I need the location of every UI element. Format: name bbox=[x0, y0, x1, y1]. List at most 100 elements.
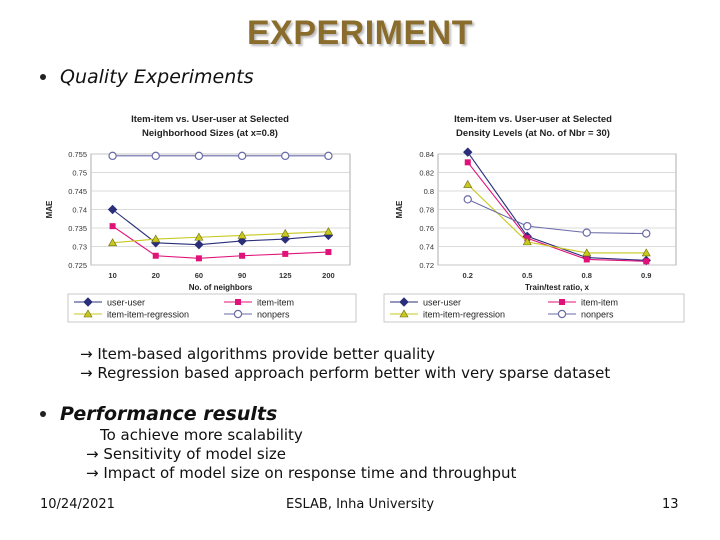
legend-label-item-item-regression: item-item-regression bbox=[107, 310, 189, 320]
x-tick-label: 0.5 bbox=[522, 271, 532, 280]
legend-box bbox=[383, 293, 685, 323]
legend-marker-item-item-regression bbox=[83, 309, 93, 318]
slide-title: EXPERIMENT bbox=[246, 14, 474, 52]
performance-line-1: To achieve more scalability bbox=[100, 426, 303, 444]
data-point-user-user bbox=[237, 236, 247, 246]
y-tick-label: 0.74 bbox=[419, 243, 434, 252]
data-point-nonpers bbox=[463, 195, 472, 204]
data-point-item-item-regression bbox=[194, 232, 204, 241]
bullet-dot-icon bbox=[40, 74, 46, 80]
performance-line-3: → Impact of model size on response time … bbox=[86, 464, 517, 482]
y-tick-label: 0.745 bbox=[68, 187, 87, 196]
bullet-dot-icon bbox=[40, 411, 46, 417]
data-point-item-item bbox=[152, 252, 159, 259]
chart-title-line2: Density Levels (at No. of Nbr = 30) bbox=[456, 128, 610, 139]
data-point-nonpers bbox=[281, 151, 290, 161]
footer-date: 10/24/2021 bbox=[40, 497, 115, 512]
chart-density-levels: Item-item vs. User-user at Selected Densi… bbox=[383, 114, 685, 323]
data-point-item-item bbox=[583, 256, 590, 263]
legend-label-user-user: user-user bbox=[107, 298, 145, 308]
data-point-item-item-regression bbox=[522, 237, 532, 246]
data-point-nonpers bbox=[523, 221, 532, 231]
x-tick-label: 0.8 bbox=[582, 271, 592, 280]
data-point-user-user bbox=[194, 239, 204, 250]
x-axis-label: No. of neighbors bbox=[189, 283, 253, 292]
data-point-item-item-regression bbox=[463, 179, 473, 188]
bullet-performance: Performance results bbox=[40, 403, 277, 425]
y-tick-label: 0.78 bbox=[419, 206, 434, 215]
legend-marker-user-user bbox=[399, 297, 409, 307]
x-tick-label: 20 bbox=[152, 271, 160, 280]
data-point-item-item bbox=[109, 223, 116, 230]
data-point-item-item bbox=[282, 250, 289, 257]
x-tick-label: 200 bbox=[322, 271, 335, 280]
y-tick-label: 0.74 bbox=[72, 206, 87, 215]
legend-marker-user-user bbox=[83, 297, 93, 307]
legend-marker-nonpers bbox=[233, 309, 243, 319]
data-point-item-item bbox=[195, 255, 202, 262]
legend-label-item-item-regression: item-item-regression bbox=[423, 310, 505, 320]
footer-page-number: 13 bbox=[662, 497, 679, 512]
x-tick-label: 125 bbox=[279, 271, 292, 280]
y-tick-label: 0.76 bbox=[419, 224, 434, 233]
x-axis-label: Train/test ratio, x bbox=[525, 283, 590, 292]
y-tick-label: 0.84 bbox=[419, 150, 434, 159]
bullet-performance-text: Performance results bbox=[60, 403, 278, 425]
legend-label-nonpers: nonpers bbox=[257, 310, 290, 320]
legend-label-item-item: item-item bbox=[257, 298, 294, 308]
data-point-user-user bbox=[280, 234, 290, 244]
y-tick-label: 0.82 bbox=[419, 169, 434, 178]
performance-line-2: → Sensitivity of model size bbox=[86, 445, 286, 463]
y-tick-label: 0.8 bbox=[424, 187, 434, 196]
legend-label-user-user: user-user bbox=[423, 298, 461, 308]
chart-title-line1: Item-item vs. User-user at Selected bbox=[454, 114, 612, 125]
data-point-item-item-regression bbox=[323, 227, 333, 235]
x-tick-label: 10 bbox=[108, 271, 116, 280]
data-point-item-item-regression bbox=[582, 248, 592, 257]
data-point-nonpers bbox=[194, 151, 204, 161]
data-point-item-item-regression bbox=[237, 230, 247, 239]
finding-line-2: → Regression based approach perform bett… bbox=[80, 364, 611, 382]
x-tick-label: 60 bbox=[195, 271, 203, 280]
data-point-nonpers bbox=[642, 229, 651, 238]
y-tick-label: 0.725 bbox=[68, 261, 87, 270]
y-axis-label: MAE bbox=[395, 200, 404, 218]
y-tick-label: 0.75 bbox=[72, 169, 87, 178]
x-tick-label: 90 bbox=[238, 271, 246, 280]
data-point-nonpers bbox=[324, 151, 333, 161]
bullet-quality-text: Quality Experiments bbox=[60, 66, 254, 88]
data-point-item-item bbox=[643, 258, 650, 265]
data-point-item-item-regression bbox=[280, 228, 290, 237]
series-line-item-item bbox=[112, 225, 329, 259]
y-tick-label: 0.72 bbox=[419, 261, 434, 270]
series-line-item-item bbox=[467, 161, 647, 262]
data-point-item-item bbox=[464, 159, 471, 166]
data-point-item-item-regression bbox=[641, 248, 651, 257]
data-point-user-user bbox=[463, 147, 473, 157]
legend-label-nonpers: nonpers bbox=[581, 310, 614, 320]
data-point-item-item-regression bbox=[108, 238, 118, 247]
x-tick-label: 0.2 bbox=[463, 271, 473, 280]
chart-neighborhood-sizes: Item-item vs. User-user at Selected Neigh… bbox=[45, 114, 357, 323]
footer-organization: ESLAB, Inha University bbox=[286, 497, 435, 512]
series-line-item-item-regression bbox=[112, 231, 329, 244]
data-point-nonpers bbox=[582, 228, 591, 237]
chart-title-line1: Item-item vs. User-user at Selected bbox=[131, 114, 289, 125]
data-point-nonpers bbox=[237, 151, 247, 161]
chart-title-line2: Neighborhood Sizes (at x=0.8) bbox=[142, 128, 278, 139]
y-axis-label: MAE bbox=[45, 200, 54, 218]
bullet-quality: Quality Experiments bbox=[40, 66, 254, 88]
data-point-user-user bbox=[107, 204, 118, 215]
legend-box bbox=[67, 293, 357, 323]
legend-marker-item-item-regression bbox=[399, 309, 409, 318]
legend-marker-item-item bbox=[235, 299, 241, 305]
data-point-item-item bbox=[239, 252, 246, 259]
legend-label-item-item: item-item bbox=[581, 298, 618, 308]
y-tick-label: 0.735 bbox=[68, 224, 87, 233]
series-line-nonpers bbox=[467, 198, 647, 235]
legend-marker-nonpers bbox=[557, 309, 567, 319]
x-tick-label: 0.9 bbox=[641, 271, 651, 280]
data-point-item-item-regression bbox=[151, 234, 161, 243]
data-point-nonpers bbox=[108, 151, 117, 161]
finding-line-1: → Item-based algorithms provide better q… bbox=[80, 345, 436, 363]
